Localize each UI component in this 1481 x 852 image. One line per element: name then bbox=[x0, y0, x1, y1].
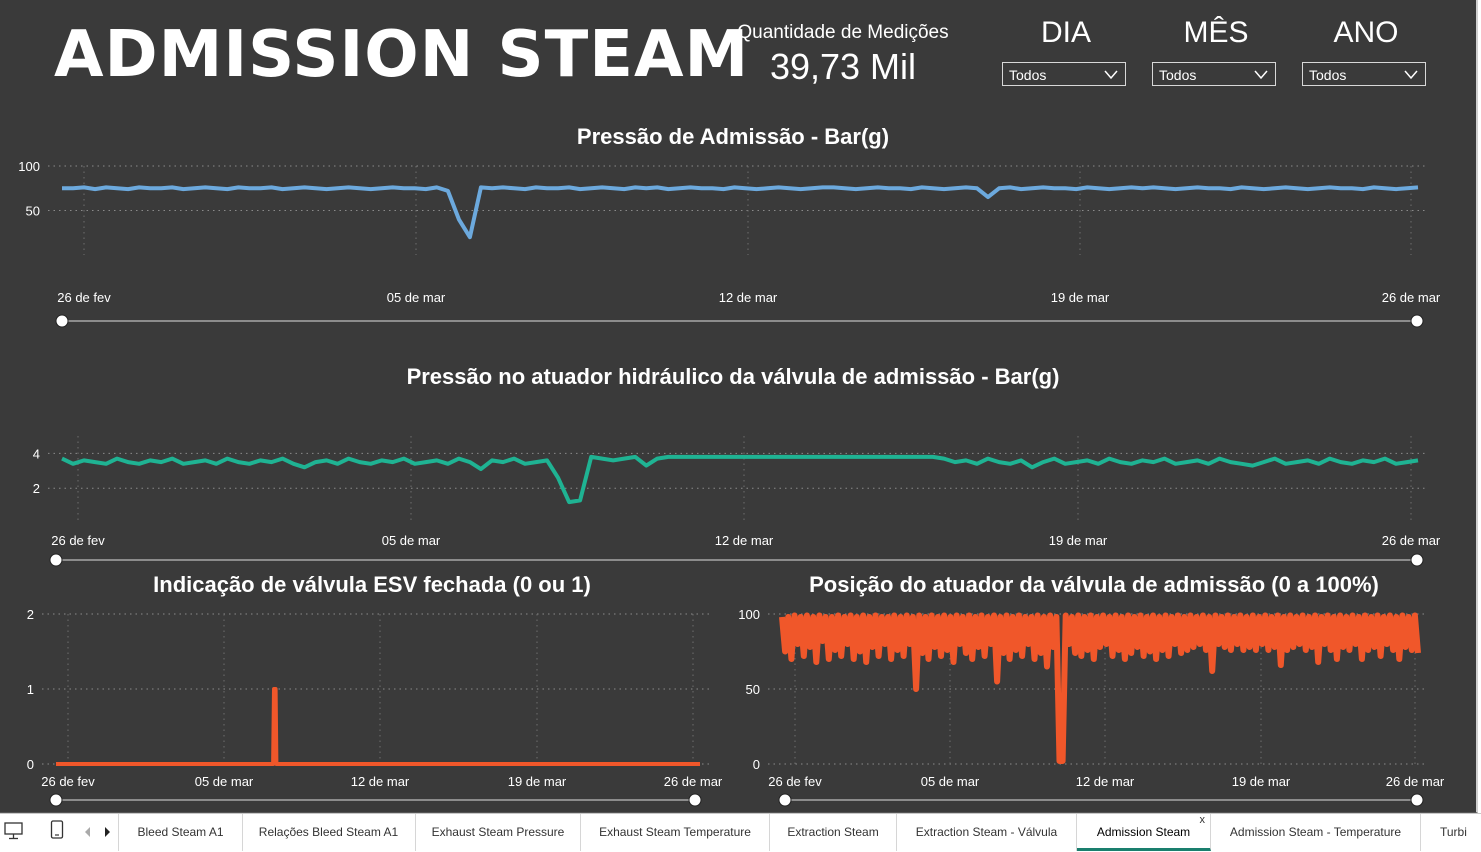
slider-start-handle[interactable] bbox=[49, 793, 63, 807]
x-tick-label: 26 de mar bbox=[1382, 533, 1441, 548]
chevron-left-icon[interactable] bbox=[84, 826, 92, 838]
chart-3-title: Indicação de válvula ESV fechada (0 ou 1… bbox=[153, 572, 591, 597]
x-tick-label: 26 de fev bbox=[57, 290, 111, 305]
y-tick-label: 50 bbox=[26, 204, 40, 219]
kpi-label: Quantidade de Medições bbox=[737, 22, 949, 43]
x-tick-label: 26 de mar bbox=[1386, 774, 1445, 789]
slider-end-handle[interactable] bbox=[1410, 314, 1424, 328]
x-tick-label: 12 de mar bbox=[719, 290, 778, 305]
chevron-down-icon bbox=[1254, 70, 1268, 80]
x-tick-label: 19 de mar bbox=[1049, 533, 1108, 548]
tab-bleed-steam-a1[interactable]: Bleed Steam A1 bbox=[118, 814, 243, 851]
x-tick-label: 26 de fev bbox=[51, 533, 105, 548]
slider-start-handle[interactable] bbox=[55, 314, 69, 328]
series-line[interactable] bbox=[54, 687, 702, 766]
filter-mes-value: Todos bbox=[1159, 67, 1197, 83]
filter-ano-label: ANO bbox=[1333, 16, 1399, 49]
x-tick-label: 26 de fev bbox=[768, 774, 822, 789]
mobile-view-icon[interactable] bbox=[50, 820, 64, 840]
y-tick-label: 50 bbox=[746, 682, 760, 697]
x-tick-label: 26 de fev bbox=[41, 774, 95, 789]
filter-ano-value: Todos bbox=[1309, 67, 1347, 83]
slider-start-handle[interactable] bbox=[49, 553, 63, 567]
slider-end-handle[interactable] bbox=[1410, 793, 1424, 807]
chart-1-admission-pressure: 100 50 26 de fev 05 de mar 12 de mar 19 de ma… bbox=[18, 159, 1441, 328]
chart-2-title: Pressão no atuador hidráulico da válvula… bbox=[406, 364, 1060, 389]
tab-admission-steam-label: Admission Steam bbox=[1096, 825, 1191, 839]
x-tick-label: 05 de mar bbox=[921, 774, 980, 789]
tab-extraction-steam[interactable]: Extraction Steam bbox=[770, 814, 897, 851]
filter-dia-value: Todos bbox=[1009, 67, 1047, 83]
filter-mes-label: MÊS bbox=[1183, 16, 1249, 49]
y-tick-label: 1 bbox=[27, 682, 34, 697]
x-tick-label: 19 de mar bbox=[508, 774, 567, 789]
close-icon[interactable]: x bbox=[1199, 814, 1206, 826]
x-tick-label: 19 de mar bbox=[1232, 774, 1291, 789]
tab-extraction-steam-valvula[interactable]: Extraction Steam - Válvula bbox=[897, 814, 1077, 851]
tab-admission-steam-temperature[interactable]: Admission Steam - Temperature bbox=[1211, 814, 1421, 851]
y-tick-label: 100 bbox=[738, 607, 760, 622]
tab-exhaust-steam-pressure[interactable]: Exhaust Steam Pressure bbox=[416, 814, 581, 851]
filter-dia-select[interactable]: Todos bbox=[1002, 62, 1126, 86]
x-tick-label: 05 de mar bbox=[382, 533, 441, 548]
chart-1-title: Pressão de Admissão - Bar(g) bbox=[576, 124, 890, 149]
x-tick-label: 05 de mar bbox=[195, 774, 254, 789]
tab-exhaust-steam-temperature[interactable]: Exhaust Steam Temperature bbox=[581, 814, 770, 851]
chart-3-esv-closed-indicator: 2 1 0 26 de fev 05 de mar 12 de mar 19 de mar 2… bbox=[27, 607, 723, 807]
chevron-down-icon bbox=[1404, 70, 1418, 80]
y-tick-label: 0 bbox=[753, 757, 760, 772]
tab-turbi[interactable]: Turbi bbox=[1440, 825, 1467, 839]
x-tick-label: 12 de mar bbox=[715, 533, 774, 548]
tab-relacoes-bleed-steam-a1[interactable]: Relações Bleed Steam A1 bbox=[242, 814, 416, 851]
x-tick-label: 12 de mar bbox=[1076, 774, 1135, 789]
desktop-view-icon[interactable] bbox=[4, 822, 24, 840]
filter-mes-select[interactable]: Todos bbox=[1152, 62, 1276, 86]
page-tab-bar: Bleed Steam A1 Relações Bleed Steam A1 E… bbox=[0, 813, 1481, 852]
kpi-value: 39,73 Mil bbox=[769, 46, 917, 87]
chart-4-title: Posição do atuador da válvula de admissã… bbox=[809, 572, 1379, 597]
slider-start-handle[interactable] bbox=[778, 793, 792, 807]
x-tick-label: 26 de mar bbox=[664, 774, 723, 789]
series-line[interactable] bbox=[61, 454, 1419, 505]
chart-4-actuator-position: 100 50 0 26 de fev 05 de mar 12 de mar 19 de m… bbox=[738, 607, 1445, 807]
series-line[interactable] bbox=[62, 185, 1419, 240]
report-canvas: ADMISSION STEAM Quantidade de Medições 3… bbox=[0, 0, 1478, 813]
slider-end-handle[interactable] bbox=[1410, 553, 1424, 567]
y-tick-label: 4 bbox=[33, 446, 40, 461]
chart-2-actuator-hydraulic-pressure: 4 2 26 de fev 05 de mar 12 de mar 19 de mar 26… bbox=[33, 436, 1441, 567]
slider-end-handle[interactable] bbox=[688, 793, 702, 807]
chevron-right-icon[interactable] bbox=[104, 826, 112, 838]
filter-dia-label: DIA bbox=[1040, 16, 1091, 49]
y-tick-label: 100 bbox=[18, 159, 40, 174]
page-title: ADMISSION STEAM bbox=[54, 18, 750, 92]
tab-admission-steam[interactable]: Admission Steam x bbox=[1077, 814, 1211, 851]
x-tick-label: 12 de mar bbox=[351, 774, 410, 789]
x-tick-label: 19 de mar bbox=[1051, 290, 1110, 305]
chevron-down-icon bbox=[1104, 70, 1118, 80]
y-tick-label: 2 bbox=[33, 481, 40, 496]
filter-ano-select[interactable]: Todos bbox=[1302, 62, 1426, 86]
series-line[interactable] bbox=[779, 612, 1421, 764]
x-tick-label: 26 de mar bbox=[1382, 290, 1441, 305]
x-tick-label: 05 de mar bbox=[387, 290, 446, 305]
y-tick-label: 2 bbox=[27, 607, 34, 622]
y-tick-label: 0 bbox=[27, 757, 34, 772]
